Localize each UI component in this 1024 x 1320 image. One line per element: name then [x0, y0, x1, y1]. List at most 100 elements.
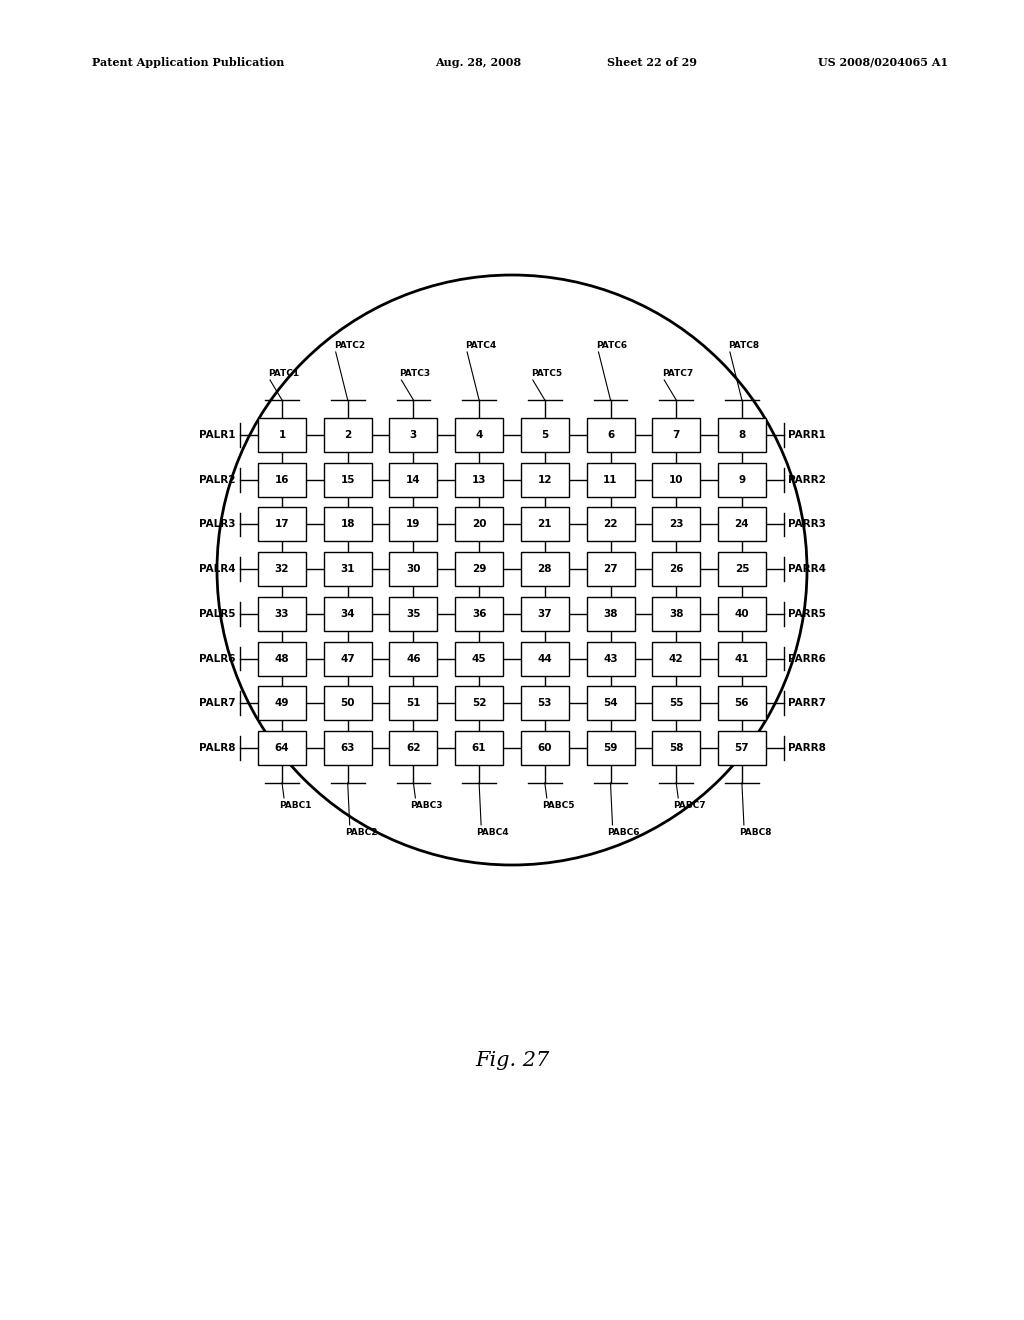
Text: 54: 54 — [603, 698, 617, 709]
Text: PALR8: PALR8 — [200, 743, 236, 752]
Bar — [389, 731, 437, 764]
Bar — [455, 731, 503, 764]
Text: 4: 4 — [475, 430, 482, 440]
Text: 2: 2 — [344, 430, 351, 440]
Text: 46: 46 — [407, 653, 421, 664]
Text: 40: 40 — [734, 609, 750, 619]
Text: PABC1: PABC1 — [279, 801, 311, 810]
Text: 38: 38 — [669, 609, 683, 619]
Text: PABC7: PABC7 — [673, 801, 706, 810]
Text: 5: 5 — [541, 430, 549, 440]
Text: 28: 28 — [538, 564, 552, 574]
Text: PALR6: PALR6 — [200, 653, 236, 664]
Text: Sheet 22 of 29: Sheet 22 of 29 — [607, 57, 697, 67]
Text: PATC7: PATC7 — [663, 370, 693, 378]
Text: Fig. 27: Fig. 27 — [475, 1051, 549, 1069]
Text: 34: 34 — [340, 609, 355, 619]
Text: 59: 59 — [603, 743, 617, 752]
Text: 20: 20 — [472, 519, 486, 529]
Bar — [324, 463, 372, 496]
Text: PARR7: PARR7 — [787, 698, 826, 709]
Text: US 2008/0204065 A1: US 2008/0204065 A1 — [818, 57, 948, 67]
Text: 57: 57 — [734, 743, 750, 752]
Text: PATC1: PATC1 — [268, 370, 299, 378]
Text: PATC3: PATC3 — [399, 370, 430, 378]
Text: 45: 45 — [472, 653, 486, 664]
Bar — [587, 642, 635, 676]
Bar — [455, 597, 503, 631]
Text: 47: 47 — [340, 653, 355, 664]
Bar — [258, 642, 306, 676]
Bar — [324, 418, 372, 451]
Bar — [652, 597, 700, 631]
Bar — [258, 686, 306, 721]
Bar — [455, 418, 503, 451]
Text: 43: 43 — [603, 653, 617, 664]
Text: PATC8: PATC8 — [728, 341, 759, 350]
Text: PALR2: PALR2 — [200, 475, 236, 484]
Text: 38: 38 — [603, 609, 617, 619]
Text: PABC6: PABC6 — [607, 828, 640, 837]
Bar — [652, 507, 700, 541]
Text: PALR5: PALR5 — [200, 609, 236, 619]
Text: 26: 26 — [669, 564, 683, 574]
Bar — [521, 597, 568, 631]
Text: PARR4: PARR4 — [787, 564, 826, 574]
Bar — [652, 731, 700, 764]
Bar — [718, 597, 766, 631]
Bar — [652, 463, 700, 496]
Bar — [652, 686, 700, 721]
Text: 8: 8 — [738, 430, 745, 440]
Text: 11: 11 — [603, 475, 617, 484]
Bar — [389, 507, 437, 541]
Bar — [521, 686, 568, 721]
Bar — [587, 731, 635, 764]
Bar — [389, 642, 437, 676]
Bar — [258, 507, 306, 541]
Bar — [587, 686, 635, 721]
Text: 51: 51 — [407, 698, 421, 709]
Text: 19: 19 — [407, 519, 421, 529]
Bar — [389, 463, 437, 496]
Text: 61: 61 — [472, 743, 486, 752]
Bar — [718, 642, 766, 676]
Bar — [258, 597, 306, 631]
Text: PATC2: PATC2 — [334, 341, 365, 350]
Text: PATC4: PATC4 — [465, 341, 497, 350]
Bar — [324, 552, 372, 586]
Text: 18: 18 — [340, 519, 355, 529]
Text: Patent Application Publication: Patent Application Publication — [92, 57, 285, 67]
Text: 64: 64 — [274, 743, 290, 752]
Text: 48: 48 — [274, 653, 290, 664]
Bar — [652, 642, 700, 676]
Text: 36: 36 — [472, 609, 486, 619]
Text: 63: 63 — [340, 743, 355, 752]
Text: PARR2: PARR2 — [787, 475, 825, 484]
Bar — [521, 418, 568, 451]
Text: 7: 7 — [673, 430, 680, 440]
Bar — [652, 418, 700, 451]
Text: 24: 24 — [734, 519, 750, 529]
Text: Aug. 28, 2008: Aug. 28, 2008 — [435, 57, 521, 67]
Bar — [521, 507, 568, 541]
Text: 13: 13 — [472, 475, 486, 484]
Text: 62: 62 — [407, 743, 421, 752]
Bar — [258, 463, 306, 496]
Text: 1: 1 — [279, 430, 286, 440]
Text: PARR8: PARR8 — [787, 743, 825, 752]
Bar — [324, 642, 372, 676]
Bar — [324, 731, 372, 764]
Text: 37: 37 — [538, 609, 552, 619]
Text: 27: 27 — [603, 564, 617, 574]
Text: 56: 56 — [734, 698, 750, 709]
Text: PALR7: PALR7 — [200, 698, 236, 709]
Text: 50: 50 — [340, 698, 355, 709]
Bar — [718, 552, 766, 586]
Bar — [258, 731, 306, 764]
Text: 58: 58 — [669, 743, 683, 752]
Bar — [455, 463, 503, 496]
Text: 21: 21 — [538, 519, 552, 529]
Text: 17: 17 — [274, 519, 290, 529]
Bar — [455, 507, 503, 541]
Bar — [455, 686, 503, 721]
